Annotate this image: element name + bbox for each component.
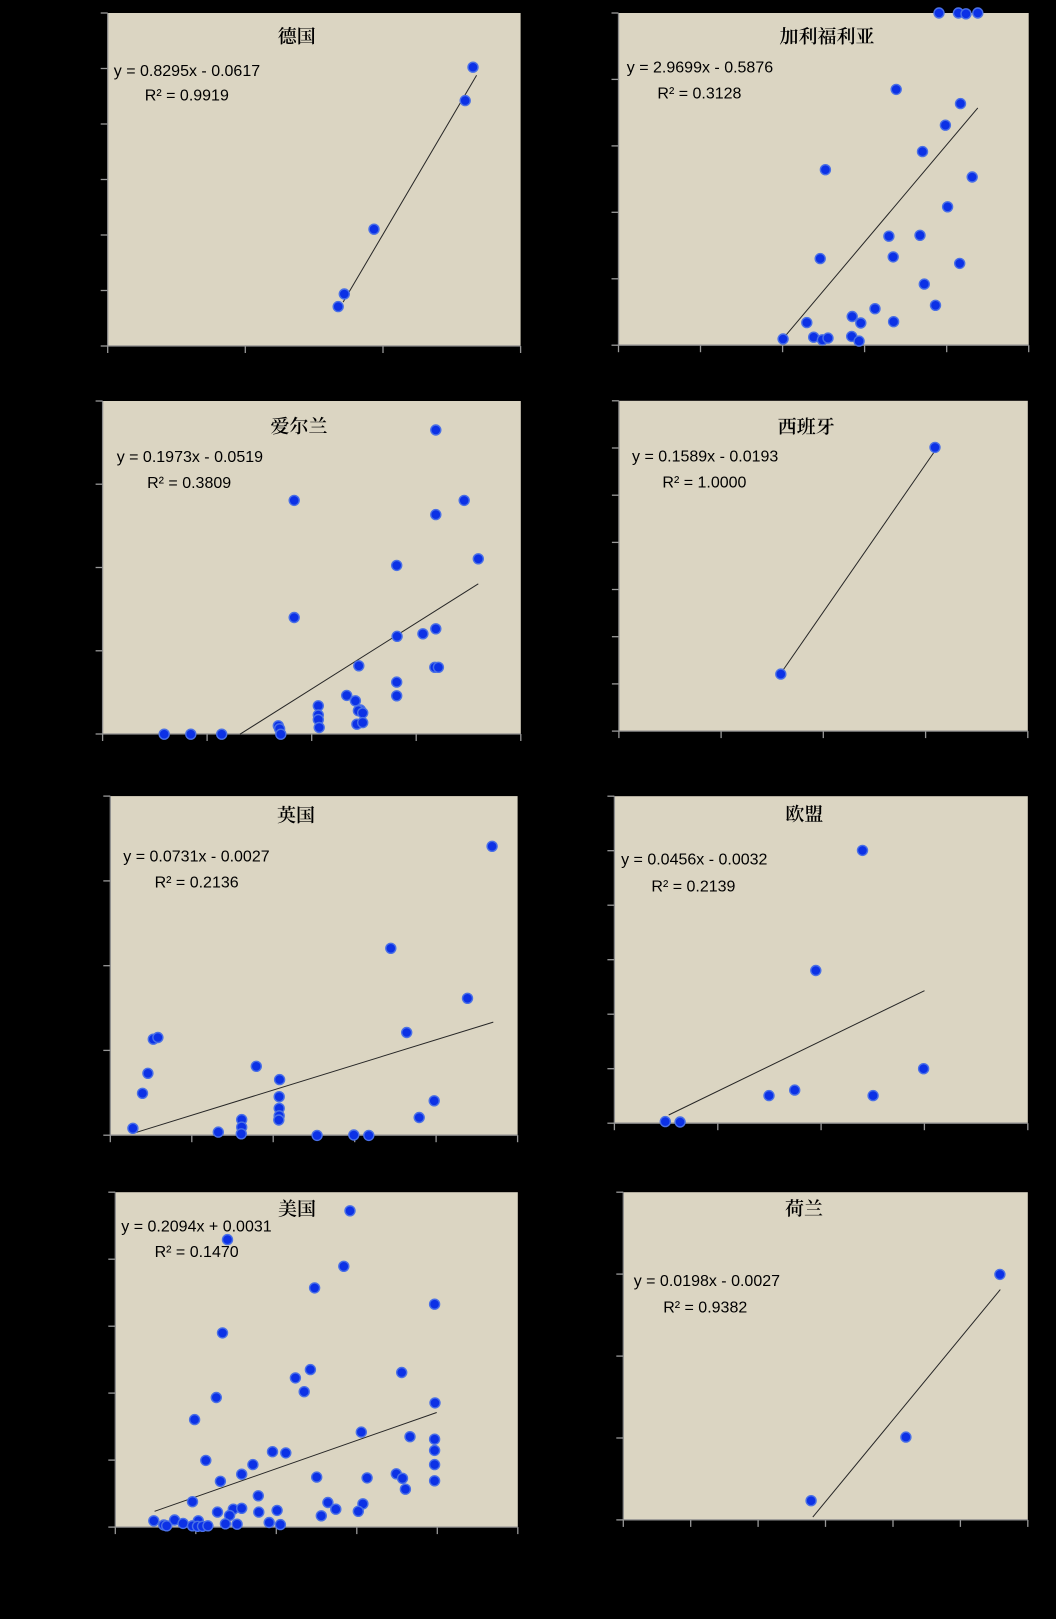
svg-text:y = 0.1973x - 0.0519: y = 0.1973x - 0.0519 (117, 449, 263, 466)
svg-text:y = 0.0456x - 0.0032: y = 0.0456x - 0.0032 (621, 851, 767, 868)
svg-text:R² = 0.2139: R² = 0.2139 (651, 879, 735, 896)
svg-text:R² = 1.0000: R² = 1.0000 (662, 474, 746, 491)
svg-text:R² = 0.3809: R² = 0.3809 (147, 475, 231, 492)
svg-text:y = 0.2094x + 0.0031: y = 0.2094x + 0.0031 (121, 1219, 271, 1236)
svg-text:R² = 0.9919: R² = 0.9919 (145, 88, 229, 105)
svg-text:y = 0.0731x - 0.0027: y = 0.0731x - 0.0027 (123, 849, 269, 866)
svg-text:y = 0.1589x - 0.0193: y = 0.1589x - 0.0193 (632, 449, 778, 466)
svg-text:R² = 0.9382: R² = 0.9382 (663, 1300, 747, 1317)
svg-text:R² = 0.3128: R² = 0.3128 (657, 85, 741, 102)
svg-text:y = 0.8295x - 0.0617: y = 0.8295x - 0.0617 (114, 63, 260, 80)
svg-text:y = 0.0198x - 0.0027: y = 0.0198x - 0.0027 (634, 1273, 780, 1290)
svg-text:R² = 0.2136: R² = 0.2136 (155, 875, 239, 892)
svg-text:y = 2.9699x - 0.5876: y = 2.9699x - 0.5876 (627, 60, 773, 77)
svg-text:R² = 0.1470: R² = 0.1470 (155, 1244, 239, 1261)
